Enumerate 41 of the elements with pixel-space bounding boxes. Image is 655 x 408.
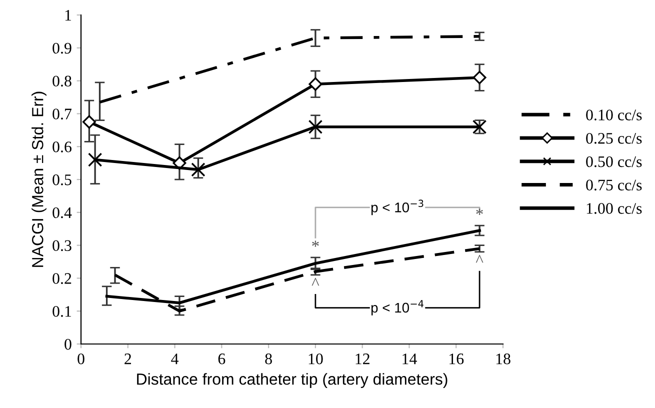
y-tick-label: 0.4: [52, 207, 72, 218]
annotation: p < 10$^{−4}$: [371, 300, 424, 316]
x-tick-label: 6: [218, 354, 226, 364]
y-tick-label: 0.8: [52, 76, 72, 87]
x-tick-label: 16: [450, 354, 464, 364]
annotation: *: [476, 208, 483, 215]
annotation: p < 10$^{−3}$: [371, 200, 424, 216]
annotation: ^: [476, 254, 484, 263]
annotation: ^: [312, 278, 320, 286]
y-axis-title: NACGI (Mean ± Std. Err): [32, 92, 46, 267]
legend-label: 0.75 cc/s: [586, 180, 642, 191]
x-tick-label: 4: [171, 354, 179, 364]
y-tick-label: 0: [64, 338, 72, 350]
y-tick-label: 0.5: [52, 174, 72, 186]
legend-label: 0.10 cc/s: [586, 110, 642, 120]
x-tick-label: 18: [496, 353, 510, 364]
x-tick-label: 0: [78, 353, 84, 364]
y-tick-label: 0.9: [52, 42, 72, 54]
legend-label: 0.50 cc/s: [586, 156, 642, 168]
x-tick-label: 14: [402, 354, 417, 364]
point: [82, 115, 96, 129]
point: [88, 152, 102, 167]
x-tick-label: 10: [308, 353, 323, 364]
point: [472, 70, 486, 84]
point: [172, 156, 186, 170]
x-tick-label: 12: [356, 354, 370, 364]
point: [308, 77, 322, 91]
y-tick-label: 0.7: [52, 108, 72, 120]
y-tick-label: 0.1: [52, 306, 72, 317]
point: [191, 162, 206, 177]
y-tick-label: 0.6: [52, 142, 72, 152]
y-tick-label: 1: [65, 10, 72, 21]
annotation: *: [312, 240, 319, 247]
x-tick-label: 8: [265, 353, 272, 364]
x-tick-label: 2: [124, 354, 131, 364]
point: [308, 120, 323, 134]
legend-label: 1.00 cc/s: [586, 203, 642, 214]
y-tick-label: 0.3: [52, 240, 72, 252]
x-axis-title: Distance from catheter tip (artery diameters): [137, 373, 448, 388]
legend-label: 0.25 cc/s: [586, 132, 642, 144]
y-tick-label: 0.2: [52, 273, 72, 284]
